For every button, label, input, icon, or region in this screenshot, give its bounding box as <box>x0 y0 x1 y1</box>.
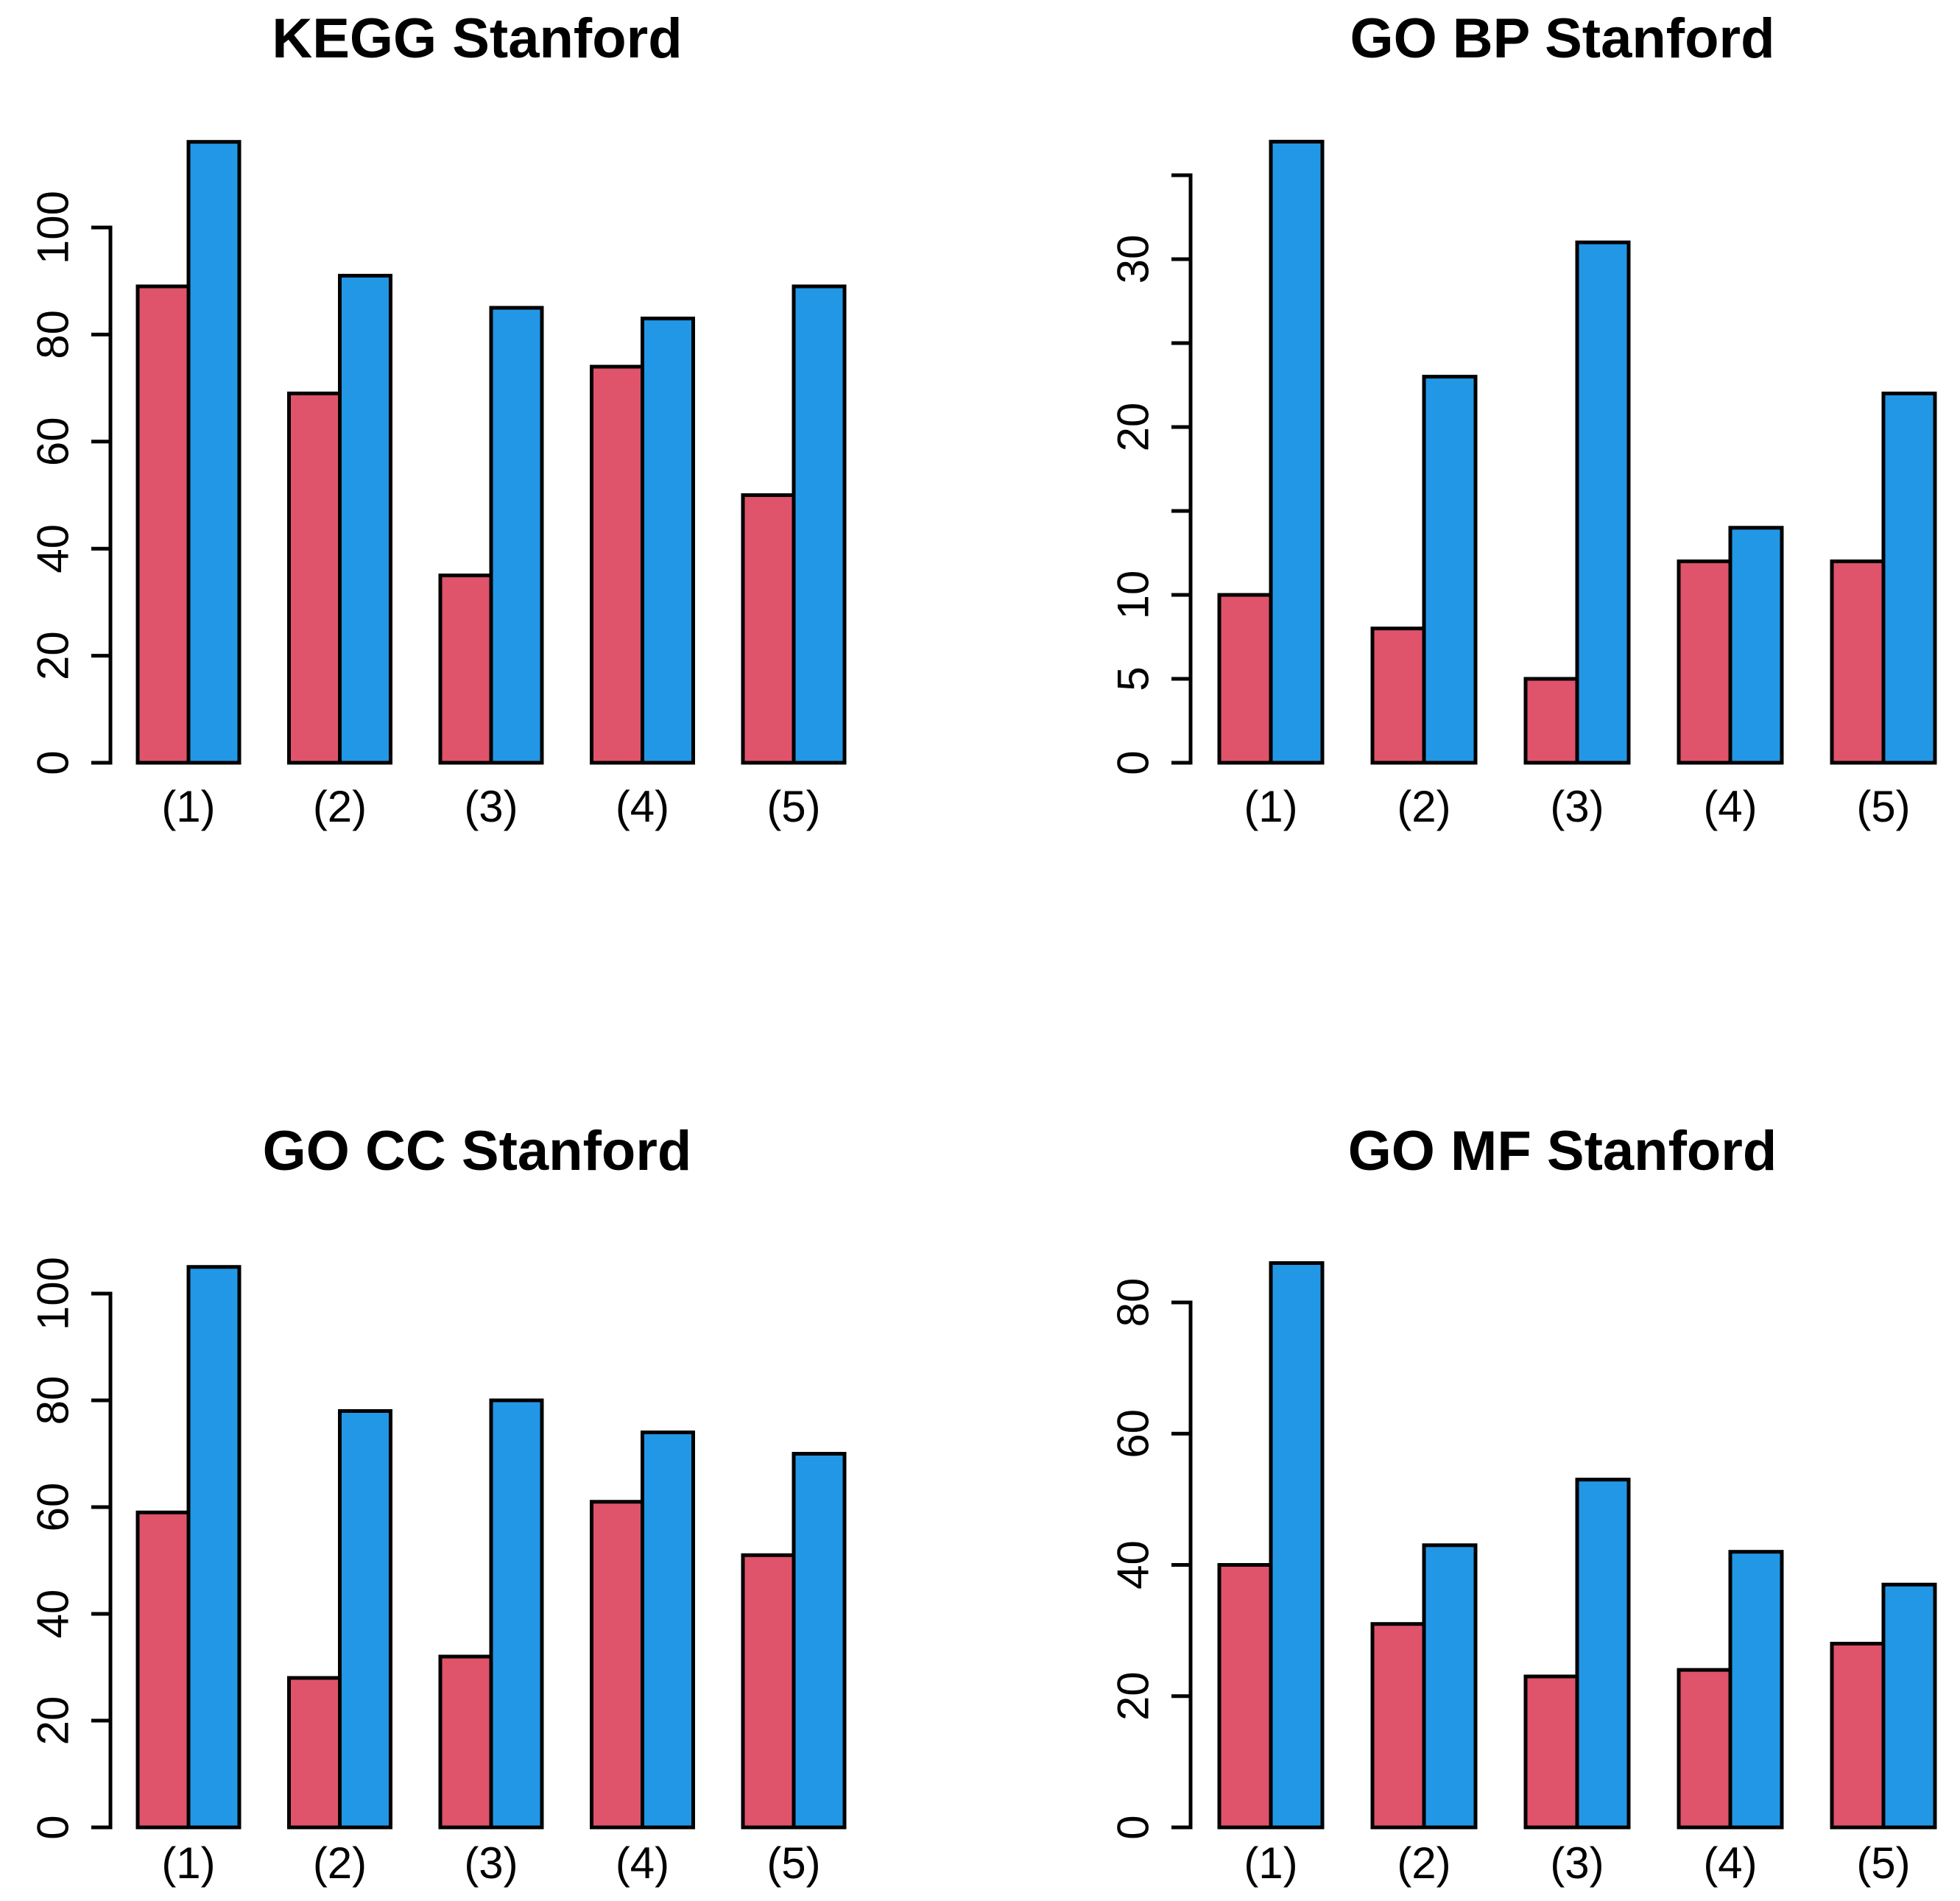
bar-series1-(4) <box>1677 559 1732 765</box>
chart-title: GO CC Stanford <box>263 1120 692 1182</box>
bar-series2-(3) <box>489 1398 544 1830</box>
x-category-label: (3) <box>1550 1838 1604 1888</box>
y-tick-label: 100 <box>29 1257 78 1330</box>
bar-series1-(3) <box>1523 677 1579 765</box>
bar-series1-(4) <box>590 1500 644 1830</box>
y-tick-label: 30 <box>1109 235 1158 284</box>
y-tick-label: 40 <box>29 524 78 574</box>
y-tick-label: 80 <box>29 310 78 359</box>
x-category-label: (2) <box>313 782 367 831</box>
chart-go-cc-stanford: GO CC Stanford 0 20 40 60 80 100 (1) (2) (3) (4) (… <box>0 950 980 1901</box>
y-tick-label: 0 <box>29 750 78 775</box>
bar-series1-(2) <box>287 391 342 765</box>
x-category-label: (5) <box>1856 782 1910 831</box>
chart-go-mf-stanford: GO MF Stanford 0 20 40 60 80 (1) (2) (3) (4) (5) <box>980 950 1960 1901</box>
x-category-label: (4) <box>1703 782 1757 831</box>
y-tick-label: 20 <box>29 1696 78 1746</box>
bar-series1-(4) <box>590 364 644 765</box>
chart-title: GO BP Stanford <box>1350 7 1774 70</box>
bar-series2-(2) <box>338 273 392 765</box>
plot-area: 0 20 40 60 80 100 (1) (2) (3) (4) (5) <box>29 1257 847 1888</box>
bar-series2-(4) <box>641 317 695 765</box>
bar-series2-(5) <box>792 1452 847 1830</box>
bar-series2-(3) <box>1575 240 1631 765</box>
bar-series1-(1) <box>135 1510 191 1830</box>
y-tick-label: 40 <box>29 1590 78 1639</box>
y-tick-label: 10 <box>1109 571 1158 620</box>
x-category-label: (3) <box>464 1838 518 1888</box>
y-tick-label: 0 <box>1109 1815 1158 1839</box>
x-category-label: (5) <box>766 1838 820 1888</box>
bar-series1-(2) <box>1370 1622 1426 1830</box>
bar-series2-(3) <box>489 306 544 765</box>
bar-series2-(5) <box>1881 1582 1937 1830</box>
bar-series1-(1) <box>1217 593 1273 765</box>
bar-series2-(1) <box>186 1265 242 1830</box>
bar-series1-(1) <box>1217 1563 1273 1830</box>
y-tick-label: 80 <box>1109 1278 1158 1327</box>
bar-series2-(1) <box>1269 1261 1325 1830</box>
x-category-label: (2) <box>1397 1838 1450 1888</box>
y-tick-label: 0 <box>29 1815 78 1839</box>
bar-series1-(3) <box>438 1654 493 1830</box>
x-category-label: (2) <box>1397 782 1450 831</box>
y-tick-label: 60 <box>1109 1409 1158 1459</box>
x-category-label: (1) <box>1244 782 1297 831</box>
bar-series2-(4) <box>1728 1550 1784 1830</box>
bar-series2-(2) <box>338 1409 392 1830</box>
bar-series2-(3) <box>1575 1478 1631 1830</box>
x-category-label: (3) <box>464 782 518 831</box>
y-tick-label: 60 <box>29 1483 78 1532</box>
y-tick-label: 20 <box>29 631 78 680</box>
bar-series2-(1) <box>186 140 242 765</box>
bar-series2-(4) <box>1728 526 1784 765</box>
y-tick-label: 100 <box>29 191 78 264</box>
y-tick-label: 60 <box>29 417 78 466</box>
bar-series2-(2) <box>1422 375 1478 765</box>
y-tick-label: 80 <box>29 1376 78 1425</box>
x-category-label: (4) <box>616 782 669 831</box>
chart-go-bp-stanford: GO BP Stanford 0 5 10 20 30 (1) (2) (3) (4) (5) <box>980 0 1960 950</box>
bar-series1-(5) <box>741 493 796 765</box>
x-category-label: (2) <box>313 1838 367 1888</box>
x-category-label: (5) <box>766 782 820 831</box>
x-category-label: (4) <box>1703 1838 1757 1888</box>
plot-area: 0 20 40 60 80 100 (1) (2) (3) (4) (5) <box>29 140 847 831</box>
bar-series1-(5) <box>741 1553 796 1830</box>
bar-series1-(3) <box>438 574 493 765</box>
y-tick-label: 40 <box>1109 1540 1158 1590</box>
bar-series1-(4) <box>1677 1668 1732 1830</box>
plot-area: 0 20 40 60 80 (1) (2) (3) (4) (5) <box>1109 1261 1937 1888</box>
x-category-label: (1) <box>161 782 215 831</box>
bar-series2-(4) <box>641 1431 695 1830</box>
x-category-label: (1) <box>1244 1838 1297 1888</box>
y-tick-label: 20 <box>1109 1671 1158 1721</box>
x-category-label: (5) <box>1856 1838 1910 1888</box>
bar-series2-(5) <box>1881 391 1937 765</box>
bar-series1-(2) <box>287 1676 342 1830</box>
bar-series1-(1) <box>135 284 191 765</box>
bar-series1-(3) <box>1523 1674 1579 1830</box>
y-tick-label: 5 <box>1109 666 1158 691</box>
x-category-label: (1) <box>161 1838 215 1888</box>
chart-title: KEGG Stanford <box>272 7 682 70</box>
bar-series1-(5) <box>1830 559 1886 765</box>
chart-kegg-stanford: KEGG Stanford 0 20 40 60 80 100 (1) (2) (3) (4) (5… <box>0 0 980 950</box>
x-category-label: (4) <box>616 1838 669 1888</box>
x-category-label: (3) <box>1550 782 1604 831</box>
plot-area: 0 5 10 20 30 (1) (2) (3) (4) (5) <box>1109 139 1937 831</box>
bar-series2-(1) <box>1269 139 1325 765</box>
y-tick-label: 20 <box>1109 403 1158 452</box>
bar-series2-(5) <box>792 284 847 765</box>
bar-series1-(2) <box>1370 627 1426 765</box>
bar-series1-(5) <box>1830 1641 1886 1830</box>
chart-title: GO MF Stanford <box>1348 1120 1777 1182</box>
y-tick-label: 0 <box>1109 750 1158 775</box>
bar-series2-(2) <box>1422 1543 1478 1830</box>
